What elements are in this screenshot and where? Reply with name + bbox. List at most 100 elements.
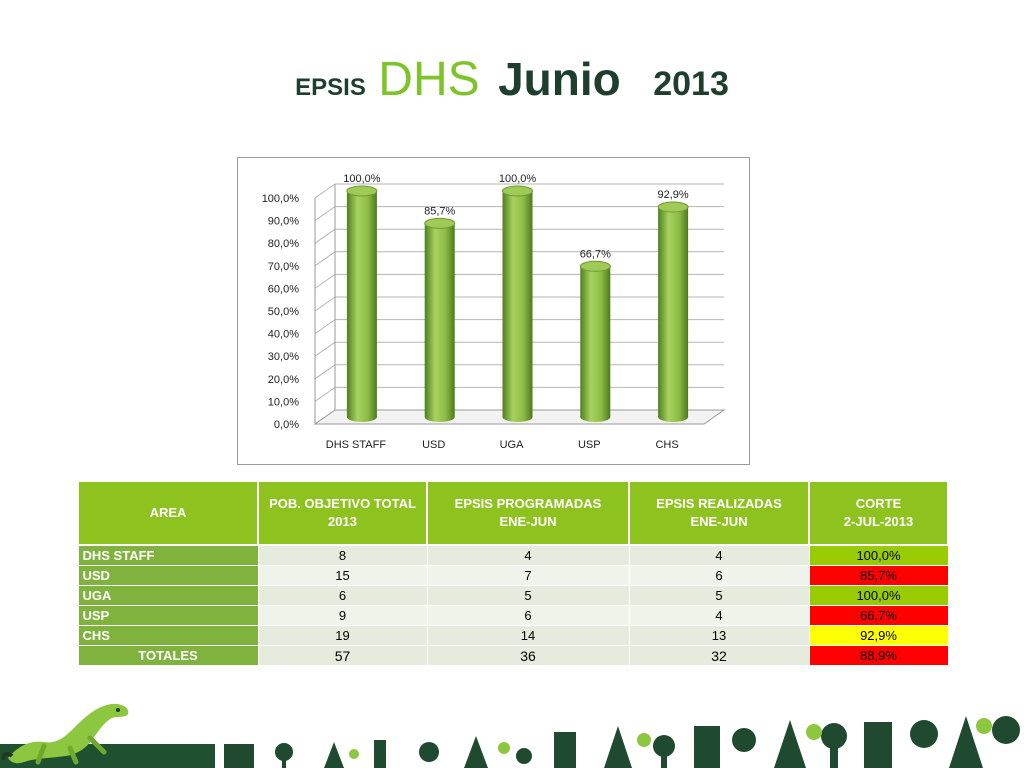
epsis-table: AREA POB. OBJETIVO TOTAL 2013 EPSIS PROG… [77,480,949,666]
row-area: DHS STAFF [77,544,259,566]
y-tick-label: 0,0% [274,419,299,431]
y-tick-label: 90,0% [268,216,299,228]
row-pob: 6 [257,585,428,606]
bar [657,201,689,422]
data-label: 85,7% [424,205,455,217]
x-tick-label: UGA [500,439,525,451]
header-pob-objetivo: POB. OBJETIVO TOTAL 2013 [257,480,428,546]
data-label: 100,0% [499,173,537,185]
table-row: CHS 19 14 13 92,9% [77,625,949,646]
totals-corte: 88,9% [808,645,949,666]
gridline-side [314,251,336,267]
y-tick-label: 50,0% [268,306,299,318]
row-prog: 14 [426,625,630,646]
bar [424,217,456,422]
header-area: AREA [77,480,259,546]
bar-body [424,223,455,422]
totals-pob: 57 [257,645,428,666]
x-tick-label: USP [578,439,601,451]
y-tick-label: 40,0% [268,329,299,341]
bar-chart: 0,0% 10,0% 20,0% 30,0% 40,0% 50,0% 60,0% 70,0% 8… [237,157,750,465]
row-pob: 15 [257,565,428,586]
row-area: USP [77,605,259,626]
y-tick-label: 10,0% [268,396,299,408]
row-area: CHS [77,625,259,646]
row-prog: 6 [426,605,630,626]
row-real: 6 [628,565,810,586]
bar-top [579,260,611,272]
y-tick-label: 20,0% [268,374,299,386]
bar-body [346,191,377,422]
iguana-logo-icon [1,703,129,765]
gridline-side [314,206,336,222]
y-tick-label: 30,0% [268,351,299,363]
row-area: USD [77,565,259,586]
row-prog: 5 [426,585,630,606]
table-row: UGA 6 5 5 100,0% [77,585,949,606]
bar-body [658,207,689,422]
x-tick-label: USD [422,439,445,451]
row-prog: 7 [426,565,630,586]
data-label: 66,7% [580,248,611,260]
row-real: 13 [628,625,810,646]
footer-decoration [0,696,1024,768]
table-row: USD 15 7 6 85,7% [77,565,949,586]
bar-top [424,217,456,229]
totals-prog: 36 [426,645,630,666]
x-tick-label: DHS STAFF [326,439,387,451]
y-tick-label: 80,0% [268,238,299,250]
data-label: 100,0% [343,173,381,185]
row-real: 4 [628,605,810,626]
gridline-side [314,296,336,312]
row-area: UGA [77,585,259,606]
gridline-side [314,228,336,244]
gridline-side [314,386,336,402]
bar-body [580,266,611,422]
bar-top [346,185,378,197]
bar-body [502,191,533,422]
row-pob: 9 [257,605,428,626]
y-tick-label: 100,0% [262,193,300,205]
bar [346,185,378,422]
row-real: 5 [628,585,810,606]
row-pob: 19 [257,625,428,646]
bar [579,260,611,422]
gridline-side [314,364,336,380]
row-corte: 100,0% [808,585,949,606]
y-tick-label: 70,0% [268,261,299,273]
totals-label: TOTALES [77,645,259,666]
bar [502,185,533,422]
row-pob: 8 [257,544,428,566]
gridline-side [314,183,336,199]
table-header-row: AREA POB. OBJETIVO TOTAL 2013 EPSIS PROG… [77,480,949,546]
row-corte: 85,7% [808,565,949,586]
header-epsis-programadas: EPSIS PROGRAMADAS ENE-JUN [426,480,630,546]
bar-chart-svg: 0,0% 10,0% 20,0% 30,0% 40,0% 50,0% 60,0% 70,0% 8… [262,173,726,451]
gridline-side [314,319,336,335]
bar-top [657,201,689,213]
title-month: Junio [498,53,621,105]
row-prog: 4 [426,544,630,566]
table-row: USP 9 6 4 66,7% [77,605,949,626]
bar-top [502,185,533,197]
chart-gridlines: 0,0% 10,0% 20,0% 30,0% 40,0% 50,0% 60,0% 70,0% 8… [262,183,726,431]
gridline-side [314,341,336,357]
row-corte: 100,0% [808,544,949,566]
row-corte: 66,7% [808,605,949,626]
title-dhs: DHS [378,53,480,106]
title-epsis: EPSIS [295,74,366,101]
gridline-side [314,273,336,289]
x-tick-label: CHS [655,439,678,451]
slide-title: EPSIS DHS Junio 2013 [0,52,1024,107]
header-epsis-realizadas: EPSIS REALIZADAS ENE-JUN [628,480,810,546]
title-year: 2013 [653,65,729,103]
header-corte: CORTE 2-JUL-2013 [808,480,949,546]
row-corte: 92,9% [808,625,949,646]
y-tick-label: 60,0% [268,283,299,295]
row-real: 4 [628,544,810,566]
totals-real: 32 [628,645,810,666]
totals-row: TOTALES 57 36 32 88,9% [77,645,949,666]
nature-icons-pattern [224,716,1020,768]
data-label: 92,9% [657,189,688,201]
table-row: DHS STAFF 8 4 4 100,0% [77,544,949,566]
